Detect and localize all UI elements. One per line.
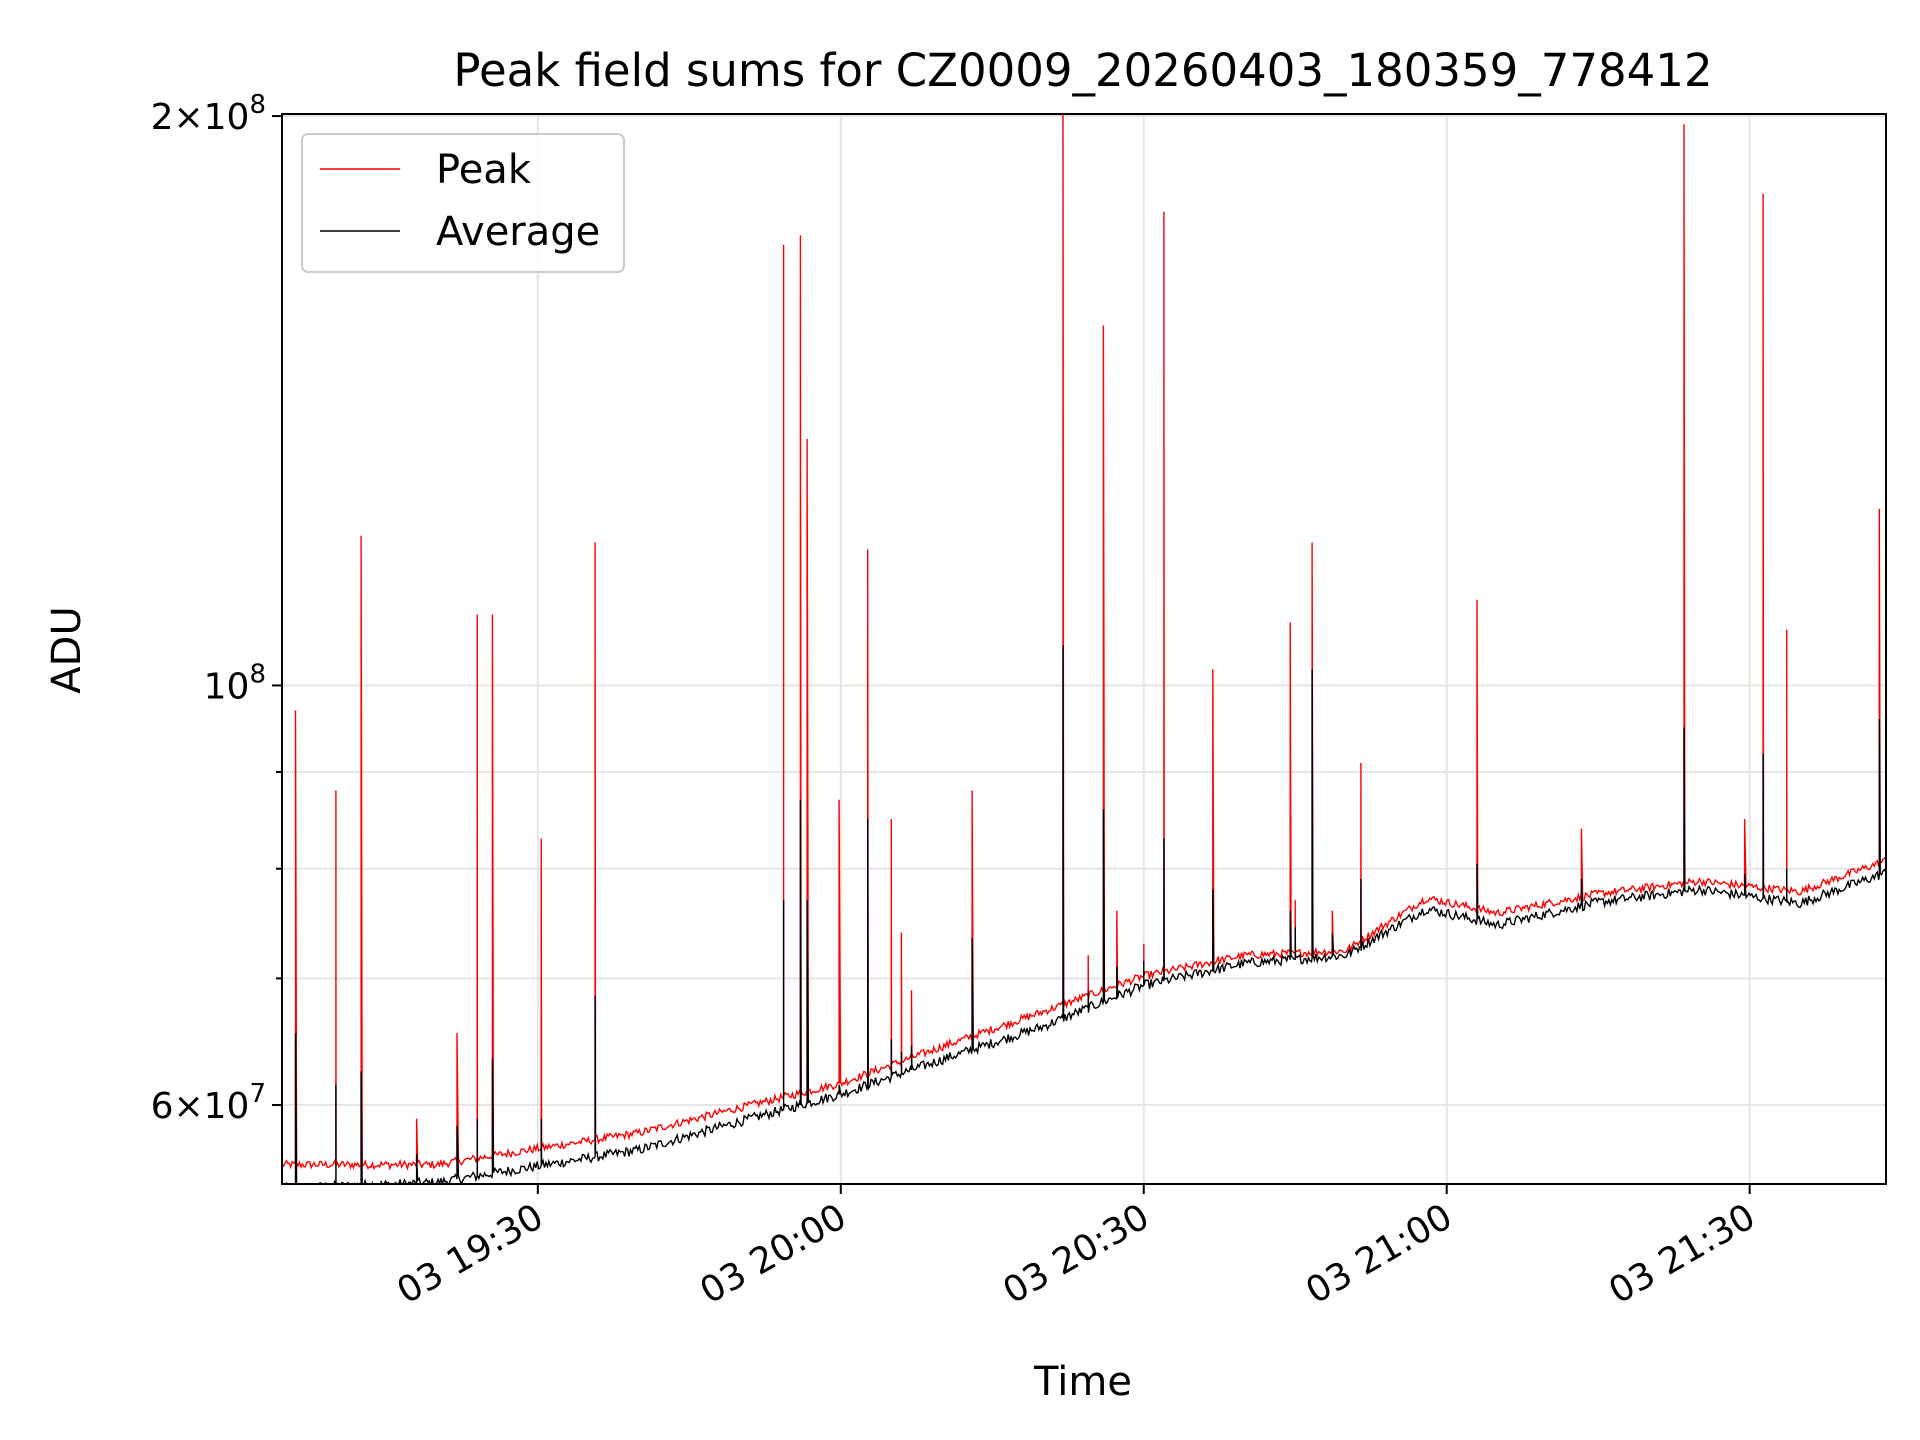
series-average-line [285,645,1886,1184]
x-tick-label: 03 21:30 [1602,1196,1762,1312]
y-tick-label: 6×107 [151,1079,266,1127]
legend-peak-label: Peak [436,147,532,193]
chart-title: Peak field sums for CZ0009_20260403_1803… [453,44,1712,97]
y-axis: 6×107 108 2×108 [151,90,282,1127]
x-tick-label: 03 19:30 [390,1196,550,1312]
x-tick-label: 03 21:00 [1299,1196,1459,1312]
series-layer [282,114,1886,1184]
x-tick-label: 03 20:00 [693,1196,853,1312]
legend-average-label: Average [436,209,600,255]
x-tick-label: 03 20:30 [996,1196,1156,1312]
x-axis-label: Time [1033,1359,1132,1405]
y-axis-label: ADU [44,606,90,693]
legend: Peak Average [301,133,625,273]
grid [282,114,1886,1184]
x-axis: 03 19:30 03 20:00 03 20:30 03 21:00 03 21:30 [390,1184,1762,1312]
y-tick-label: 2×108 [151,90,266,138]
y-tick-label: 108 [204,659,266,707]
plot-frame [281,113,1887,1185]
series-peak-line [282,114,1886,1171]
